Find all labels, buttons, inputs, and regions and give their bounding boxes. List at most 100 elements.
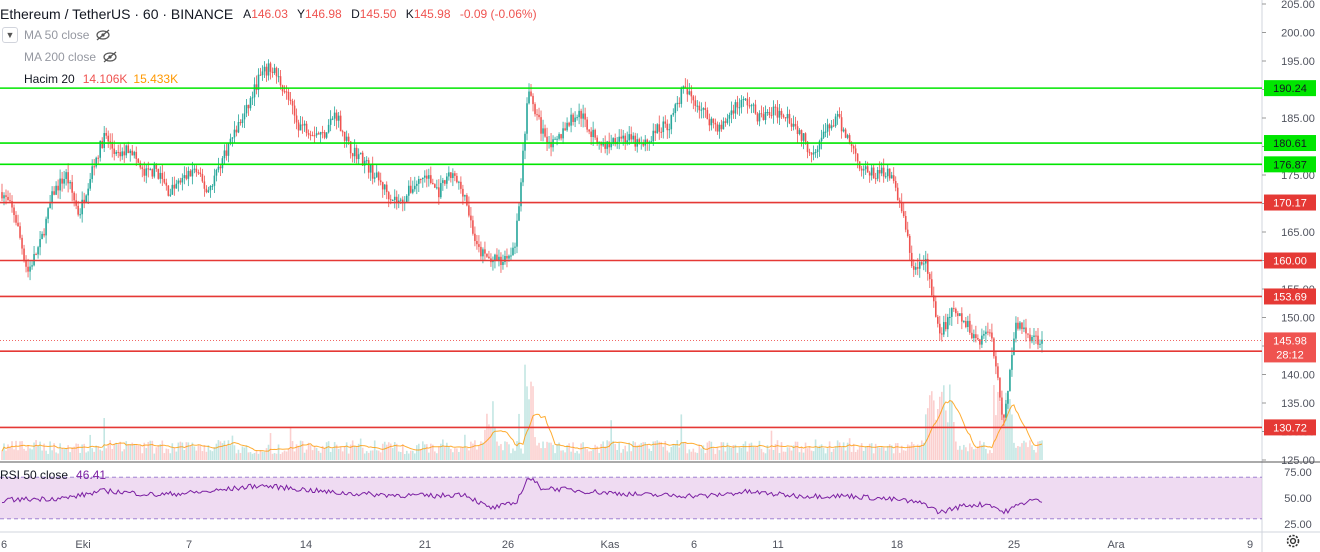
candle-body xyxy=(377,172,380,181)
indicator-ma50[interactable]: ▼ MA 50 close xyxy=(2,25,111,45)
volume-bar xyxy=(572,442,574,460)
volume-bar xyxy=(371,450,374,460)
candle-body xyxy=(229,138,232,144)
volume-bar xyxy=(149,440,152,460)
candle-body xyxy=(808,152,811,154)
candle-body xyxy=(355,147,358,160)
candle-body xyxy=(253,84,256,98)
candle-body xyxy=(1027,333,1029,335)
candle-body xyxy=(1007,390,1009,404)
volume-bar xyxy=(840,447,843,460)
symbol-title[interactable]: Ethereum / TetherUS · 60 · BINANCE xyxy=(0,6,234,22)
volume-bar xyxy=(1001,403,1003,460)
volume-bar xyxy=(119,441,122,460)
volume-bar xyxy=(424,444,426,460)
eye-hidden-icon[interactable] xyxy=(102,51,118,63)
volume-bar xyxy=(969,443,971,460)
volume-bar xyxy=(884,450,887,460)
volume-bar xyxy=(436,453,438,460)
candle-body xyxy=(301,124,304,126)
candle-body xyxy=(698,105,701,111)
candle-body xyxy=(630,134,633,140)
candle-body xyxy=(963,321,965,323)
candle-body xyxy=(157,168,160,179)
candle-body xyxy=(393,196,396,201)
candle-body xyxy=(181,177,184,183)
candle-body xyxy=(941,333,943,335)
candle-body xyxy=(307,133,310,135)
candle-body xyxy=(776,107,779,118)
ohlc-values: A146.03 Y146.98 D145.50 K145.98 -0.09 (-… xyxy=(243,7,537,21)
candle-body xyxy=(969,320,971,333)
volume-bar xyxy=(251,453,254,460)
candle-body xyxy=(153,164,156,177)
volume-bar xyxy=(351,440,354,460)
volume-bar xyxy=(620,452,622,460)
volume-bar xyxy=(544,448,546,460)
gear-icon[interactable] xyxy=(1284,532,1302,550)
volume-bar xyxy=(704,453,707,460)
candle-body xyxy=(61,178,63,184)
volume-bar xyxy=(17,450,19,460)
candle-body xyxy=(211,185,214,187)
volume-bar xyxy=(125,441,128,460)
candle-body xyxy=(51,191,53,204)
candle-body xyxy=(718,124,721,132)
candle-body xyxy=(407,185,410,196)
rsi-legend[interactable]: RSI 50 close 46.41 xyxy=(0,466,106,484)
volume-bar xyxy=(824,453,827,460)
candle-body xyxy=(971,332,973,339)
candle-body xyxy=(319,132,322,135)
candle-body xyxy=(275,67,278,77)
volume-bar xyxy=(69,452,71,460)
candle-body xyxy=(939,323,941,334)
volume-bar xyxy=(672,444,675,460)
volume-bar xyxy=(536,445,538,460)
candle-body xyxy=(329,118,332,125)
candle-body xyxy=(762,114,765,120)
volume-bar xyxy=(353,446,356,460)
candle-body xyxy=(1009,369,1011,391)
candle-body xyxy=(504,255,506,263)
candle-body xyxy=(652,130,655,142)
volume-bar xyxy=(430,443,432,460)
candle-body xyxy=(822,131,825,138)
volume-bar xyxy=(736,452,739,460)
candle-body xyxy=(109,141,112,143)
candle-body xyxy=(369,164,372,173)
volume-bar xyxy=(728,446,731,460)
rsi-tick-label: 75.00 xyxy=(1284,467,1312,479)
volume-bar xyxy=(426,444,428,460)
candle-body xyxy=(199,172,202,175)
indicator-volume[interactable]: Hacim 20 14.106K 15.433K xyxy=(2,69,178,89)
candle-body xyxy=(989,332,991,334)
volume-bar xyxy=(678,447,681,460)
volume-bar xyxy=(947,422,949,460)
volume-bar xyxy=(1019,446,1021,460)
candle-body xyxy=(666,123,669,131)
volume-bar xyxy=(600,444,602,460)
candle-body xyxy=(371,164,374,179)
volume-bar xyxy=(299,440,302,460)
volume-bar xyxy=(872,453,875,460)
volume-bar xyxy=(628,442,631,460)
indicator-ma200[interactable]: MA 200 close xyxy=(2,47,118,67)
eye-hidden-icon[interactable] xyxy=(95,29,111,41)
candle-body xyxy=(530,91,532,96)
volume-bar xyxy=(945,410,947,460)
volume-bar xyxy=(760,448,763,460)
candle-body xyxy=(59,178,61,191)
candle-body xyxy=(784,117,787,119)
candle-body xyxy=(247,104,250,109)
volume-bar xyxy=(201,451,204,460)
chevron-down-icon[interactable]: ▼ xyxy=(2,27,18,43)
candle-body xyxy=(167,185,170,196)
candle-body xyxy=(955,308,957,314)
volume-bar xyxy=(389,443,392,460)
volume-bar xyxy=(904,450,907,460)
volume-bar xyxy=(438,446,440,460)
volume-bar xyxy=(614,443,616,460)
candle-body xyxy=(620,136,622,139)
volume-bar xyxy=(800,446,803,460)
